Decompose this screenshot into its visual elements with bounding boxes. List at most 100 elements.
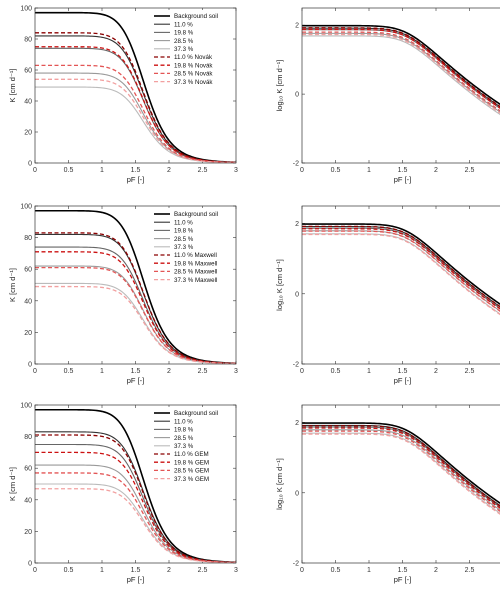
y-axis-label: log₁₀ K [cm d⁻¹] — [275, 259, 284, 311]
legend-entry: 11.0 % Novák — [174, 54, 213, 61]
x-axis-label: pF [-] — [394, 376, 412, 385]
x-tick-label: 1 — [100, 567, 104, 574]
series-line — [302, 33, 500, 114]
y-tick-label: 20 — [24, 330, 32, 337]
y-tick-label: 0 — [28, 561, 32, 568]
series-group — [35, 11, 236, 163]
x-axis-label: pF [-] — [127, 175, 145, 184]
legend-entry: 28.5 % — [174, 435, 194, 442]
x-tick-label: 2.5 — [465, 368, 475, 375]
series-group — [35, 209, 236, 364]
x-tick-label: 3 — [234, 567, 238, 574]
series-line — [302, 225, 500, 308]
series-group — [302, 422, 500, 515]
x-tick-label: 1 — [367, 567, 371, 574]
series-line — [35, 483, 236, 563]
legend-entry: 11.0 % GEM — [174, 451, 209, 458]
series-line — [302, 27, 500, 108]
x-tick-label: 3 — [234, 368, 238, 375]
y-tick-label: 40 — [24, 298, 32, 305]
y-tick-label: -2 — [293, 161, 299, 168]
y-tick-label: 80 — [24, 235, 32, 242]
y-tick-label: 20 — [24, 529, 32, 536]
y-axis-label: log₁₀ K [cm d⁻¹] — [275, 458, 284, 510]
legend-entry: 28.5 % — [174, 236, 194, 243]
x-tick-label: 0.5 — [64, 368, 74, 375]
series-line — [302, 223, 500, 306]
legend-entry: Background soil — [174, 13, 218, 20]
axes-box — [34, 205, 237, 365]
legend-entry: 19.8 % — [174, 30, 194, 37]
y-tick-label: 0 — [295, 490, 299, 497]
x-tick-label: 2 — [167, 167, 171, 174]
y-tick-label: 80 — [24, 434, 32, 441]
y-tick-label: 80 — [24, 37, 32, 44]
legend-entry: 37.3 % Maxwell — [174, 277, 217, 284]
legend-entry: 19.8 % Maxwell — [174, 260, 217, 267]
series-line — [35, 472, 236, 563]
x-tick-label: 2.5 — [465, 167, 475, 174]
y-tick-label: 100 — [20, 6, 32, 13]
x-axis-label: pF [-] — [394, 575, 412, 584]
x-tick-label: 0.5 — [331, 167, 341, 174]
series-line — [302, 29, 500, 109]
legend-entry: 28.5 % — [174, 38, 194, 45]
x-tick-label: 0.5 — [64, 167, 74, 174]
legend-entry: 28.5 % Novák — [174, 71, 213, 78]
panel-3: 0 0.5 1 1.5 2 2.5 3 0 20 40 60 80 100 pF [-] K [cm d⁻¹… — [8, 204, 238, 386]
y-axis-label: log₁₀ K [cm d⁻¹] — [275, 60, 284, 112]
legend-entry: 11.0 % — [174, 21, 193, 28]
axes-box — [301, 404, 500, 564]
x-tick-label: 1.5 — [398, 167, 408, 174]
legend-entry: 19.8 % — [174, 228, 194, 235]
legend-entry: 11.0 % — [174, 418, 193, 425]
x-tick-label: 0 — [300, 167, 304, 174]
series-line — [35, 64, 236, 163]
x-tick-label: 2 — [434, 567, 438, 574]
y-axis-label: K [cm d⁻¹] — [8, 467, 17, 501]
series-line — [35, 451, 236, 563]
x-axis-label: pF [-] — [394, 175, 412, 184]
x-tick-label: 2 — [167, 567, 171, 574]
series-line — [302, 230, 500, 312]
series-line — [35, 32, 236, 163]
x-tick-label: 0.5 — [331, 368, 341, 375]
x-tick-label: 1.5 — [398, 368, 408, 375]
series-line — [302, 422, 500, 505]
x-tick-label: 1.5 — [398, 567, 408, 574]
series-line — [302, 24, 500, 106]
series-line — [302, 28, 500, 109]
series-line — [302, 427, 500, 509]
x-axis-label: pF [-] — [127, 376, 145, 385]
axes-box — [34, 404, 237, 564]
series-line — [302, 227, 500, 309]
x-tick-label: 2.5 — [198, 167, 208, 174]
x-tick-label: 1.5 — [131, 167, 141, 174]
series-line — [302, 32, 500, 113]
x-tick-label: 1.5 — [131, 567, 141, 574]
series-line — [302, 426, 500, 508]
x-tick-label: 1 — [100, 368, 104, 375]
y-tick-label: 60 — [24, 68, 32, 75]
legend-entry: Background soil — [174, 410, 218, 417]
y-tick-label: 40 — [24, 99, 32, 106]
series-line — [302, 230, 500, 312]
series-line — [35, 488, 236, 563]
y-tick-label: 0 — [28, 161, 32, 168]
y-tick-label: 100 — [20, 403, 32, 410]
legend-entry: 37.3 % — [174, 443, 194, 450]
x-tick-label: 0.5 — [64, 567, 74, 574]
legend-entry: 37.3 % Novák — [174, 79, 213, 86]
series-line — [302, 430, 500, 512]
x-tick-label: 0 — [33, 567, 37, 574]
series-group — [35, 408, 236, 563]
series-line — [302, 233, 500, 315]
x-tick-label: 0 — [300, 567, 304, 574]
panel-5: 0 0.5 1 1.5 2 2.5 3 0 20 40 60 80 100 pF [-] K [cm d⁻¹… — [8, 403, 238, 585]
legend-entry: Background soil — [174, 211, 218, 218]
y-tick-label: 2 — [295, 221, 299, 228]
